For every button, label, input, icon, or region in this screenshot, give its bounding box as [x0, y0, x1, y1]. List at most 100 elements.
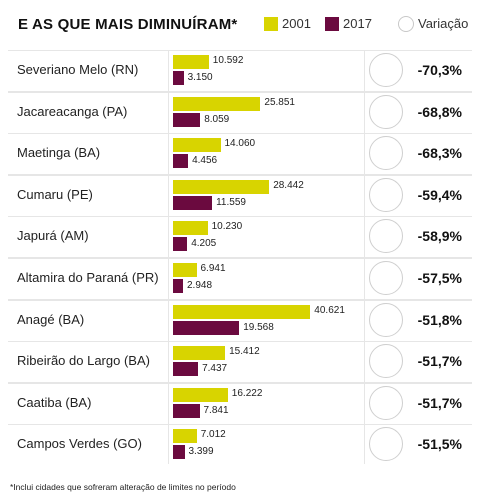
bars-cell: 10.230 4.205: [169, 217, 364, 258]
bar-2017: [173, 112, 201, 127]
city-cell: Japurá (AM): [8, 217, 168, 258]
bar-label-2017: 2.948: [187, 280, 213, 291]
city-name: Ribeirão do Largo (BA): [17, 353, 150, 369]
bar-2017: [173, 445, 185, 460]
bar-label-2017: 4.456: [192, 155, 218, 167]
bars-cell: 15.412 7.437: [169, 342, 364, 383]
variation-cell: -59,4%: [365, 175, 472, 216]
bars-cell: 10.592 3.150: [169, 51, 364, 91]
bars-cell: 40.621 19.568: [169, 300, 364, 341]
bar-2001: [173, 346, 226, 361]
city-cell: Cumaru (PE): [8, 175, 168, 216]
variation-value: -57,5%: [417, 270, 462, 286]
bar-label-2017: 4.205: [191, 238, 217, 250]
variation-value: -68,8%: [417, 103, 462, 120]
legend-label-2001: 2001: [282, 16, 311, 31]
bar-2001: [173, 429, 197, 444]
city-name: Altamira do Paraná (PR): [17, 270, 159, 285]
legend-label-variation: Variação: [418, 16, 469, 31]
city-name: Jacareacanga (PA): [17, 103, 128, 119]
city-name: Caatiba (BA): [17, 394, 92, 410]
variation-circle-icon: [369, 94, 403, 129]
bar-2017: [173, 237, 188, 252]
city-cell: Severiano Melo (RN): [8, 51, 168, 91]
variation-circle-icon: [369, 385, 403, 420]
city-cell: Ribeirão do Largo (BA): [8, 342, 168, 383]
chart-row: Ribeirão do Largo (BA) 15.412 7.437 -51,7%: [8, 342, 472, 383]
chart-header: E AS QUE MAIS DIMINUÍRAM* 2001 2017 Vari…: [0, 0, 480, 46]
bar-label-2017: 3.150: [187, 72, 213, 83]
city-cell: Caatiba (BA): [8, 383, 168, 424]
bar-label-2017: 7.437: [202, 363, 228, 375]
bar-label-2001: 16.222: [231, 387, 263, 399]
variation-circle-icon: [369, 302, 403, 337]
chart-row: Altamira do Paraná (PR) 6.941 2.948 -57,5%: [8, 259, 472, 299]
variation-cell: -68,3%: [365, 134, 472, 175]
legend-label-2017: 2017: [343, 16, 372, 31]
variation-cell: -57,5%: [365, 259, 472, 299]
chart-row: Cumaru (PE) 28.442 11.559 -59,4%: [8, 175, 472, 216]
bar-label-2001: 10.592: [212, 55, 244, 66]
bar-label-2017: 19.568: [243, 321, 274, 333]
variation-cell: -51,5%: [365, 425, 472, 466]
variation-cell: -68,8%: [365, 92, 472, 133]
bar-2017: [173, 320, 240, 335]
bar-2017: [173, 279, 183, 293]
city-cell: Jacareacanga (PA): [8, 92, 168, 133]
city-cell: Anagé (BA): [8, 300, 168, 341]
bar-2001: [173, 263, 197, 277]
bar-label-2001: 7.012: [200, 429, 226, 441]
city-cell: Campos Verdes (GO): [8, 425, 168, 466]
chart-row: Caatiba (BA) 16.222 7.841 -51,7%: [8, 383, 472, 424]
variation-circle-icon: [369, 219, 403, 254]
city-name: Campos Verdes (GO): [17, 436, 142, 452]
bar-label-2001: 15.412: [229, 346, 260, 358]
chart-table: Severiano Melo (RN) 10.592 3.150 -70,3% Jaca…: [8, 50, 472, 466]
bar-2001: [173, 138, 221, 153]
bar-2017: [173, 403, 200, 418]
variation-circle-icon: [398, 16, 414, 32]
bar-label-2017: 11.559: [216, 196, 246, 208]
chart-title: E AS QUE MAIS DIMINUÍRAM*: [18, 16, 238, 33]
variation-circle-icon: [369, 427, 403, 462]
bar-label-2001: 25.851: [264, 96, 295, 108]
bar-label-2001: 14.060: [224, 138, 256, 150]
variation-circle-icon: [369, 177, 403, 212]
variation-value: -51,8%: [417, 311, 462, 328]
bars-cell: 14.060 4.456: [169, 134, 364, 175]
bar-2001: [173, 221, 208, 236]
bar-2001: [173, 55, 209, 69]
variation-value: -58,9%: [417, 228, 462, 245]
variation-cell: -51,7%: [365, 383, 472, 424]
bar-label-2001: 10.230: [211, 221, 243, 233]
bars-cell: 16.222 7.841: [169, 383, 364, 424]
chart-row: Campos Verdes (GO) 7.012 3.399 -51,5%: [8, 425, 472, 466]
variation-value: -51,5%: [417, 436, 462, 453]
chart-row: Maetinga (BA) 14.060 4.456 -68,3%: [8, 134, 472, 175]
city-cell: Altamira do Paraná (PR): [8, 259, 168, 299]
bar-label-2017: 8.059: [204, 113, 230, 125]
bar-label-2001: 6.941: [200, 263, 226, 274]
variation-circle-icon: [369, 344, 403, 379]
bar-2017: [173, 362, 199, 377]
variation-cell: -58,9%: [365, 217, 472, 258]
variation-circle-icon: [369, 136, 403, 171]
city-name: Anagé (BA): [17, 311, 85, 327]
legend-swatch-2001: [264, 17, 278, 31]
city-cell: Maetinga (BA): [8, 134, 168, 175]
variation-circle-icon: [369, 261, 403, 295]
city-name: Japurá (AM): [17, 228, 89, 244]
bar-label-2017: 7.841: [203, 404, 229, 416]
variation-value: -51,7%: [417, 353, 462, 370]
city-name: Maetinga (BA): [17, 145, 101, 161]
bars-cell: 7.012 3.399: [169, 425, 364, 466]
bar-2017: [173, 71, 184, 85]
chart-row: Japurá (AM) 10.230 4.205 -58,9%: [8, 217, 472, 258]
bar-label-2001: 40.621: [314, 304, 345, 316]
variation-cell: -51,8%: [365, 300, 472, 341]
variation-value: -68,3%: [417, 145, 462, 162]
city-name: Severiano Melo (RN): [17, 62, 139, 77]
bar-2001: [173, 96, 261, 111]
bar-2001: [173, 179, 270, 194]
bars-cell: 28.442 11.559: [169, 175, 364, 216]
